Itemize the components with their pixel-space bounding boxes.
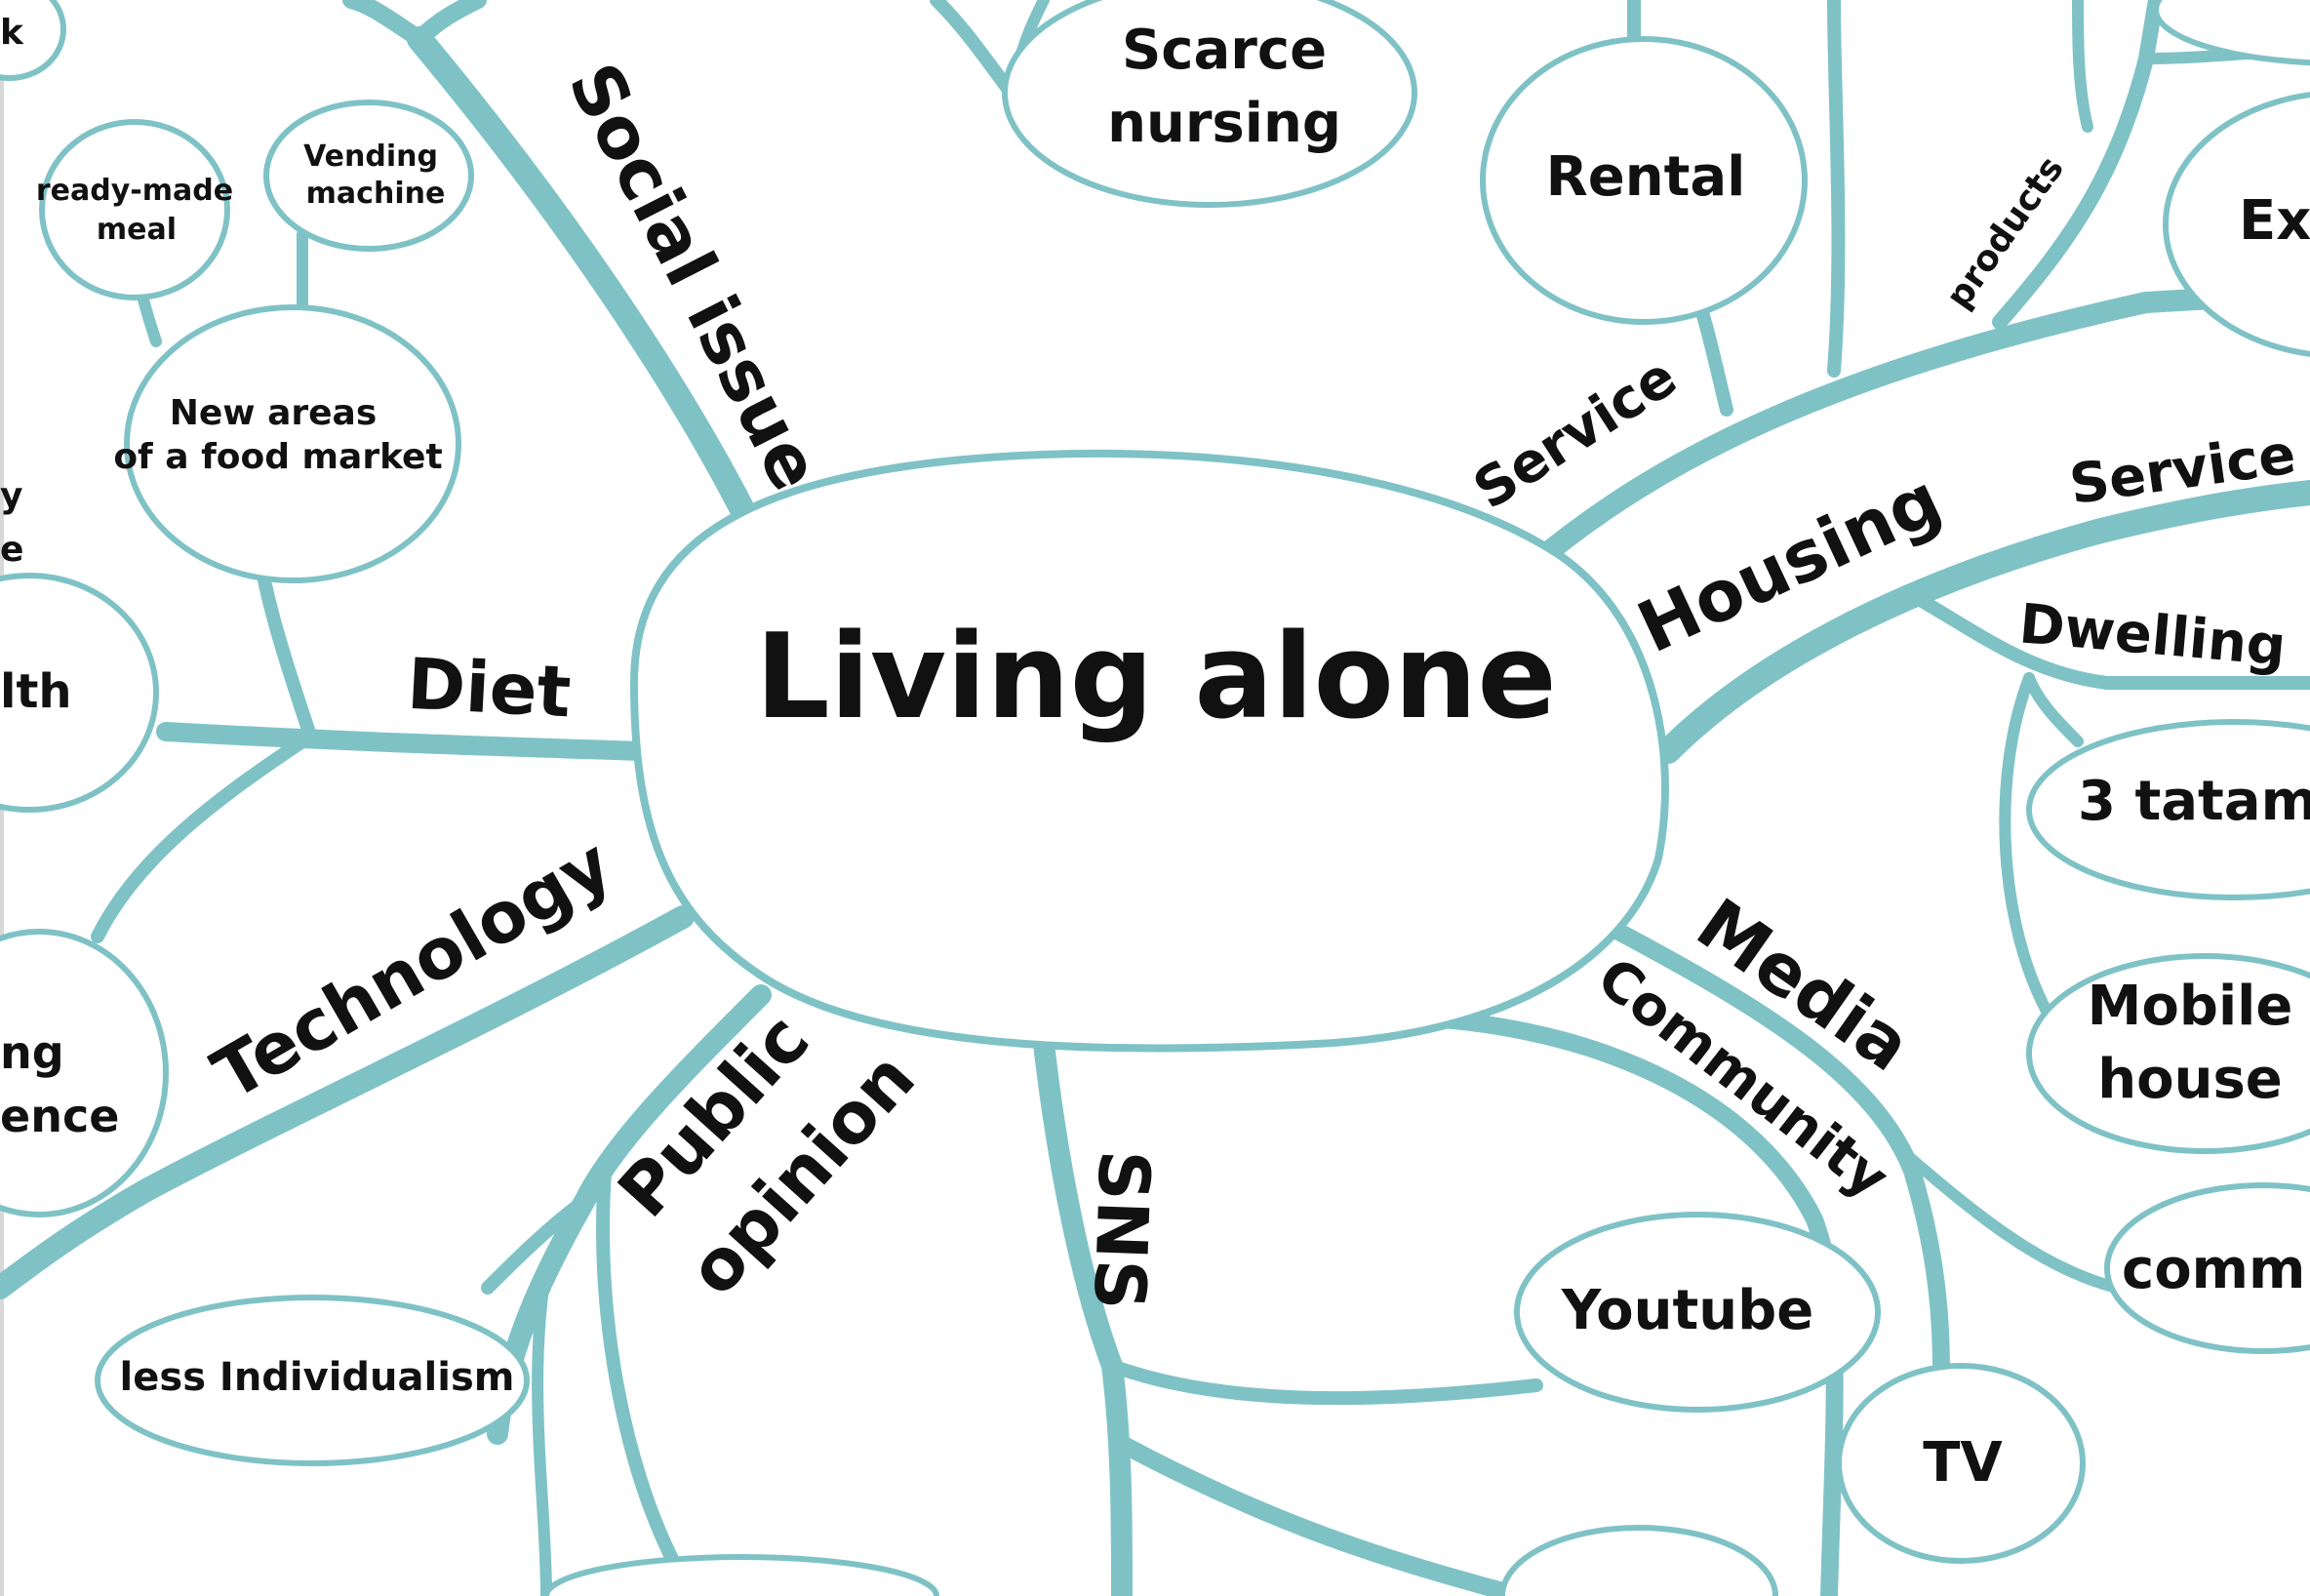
bubble-bottom-right-partial — [1499, 1525, 1778, 1596]
bubble-youtube — [1514, 1212, 1881, 1413]
branch-public-lower-b — [532, 1262, 552, 1596]
branch-technology — [0, 905, 695, 1299]
bubble-label-science-2: ence — [0, 1090, 119, 1142]
bubble-label-vending-machine-1: Vending — [303, 140, 438, 174]
branch-products-fork — [2072, 0, 2093, 133]
branch-sns-lower — [1113, 1435, 1531, 1596]
branch-mid-stem — [1827, 0, 1846, 378]
bubble-label-3-tatami: 3 tatami — [2078, 770, 2310, 833]
branch-housing — [1655, 480, 2310, 764]
bubble-label-health: lth — [0, 664, 72, 719]
branch-label-service-top: Service — [1463, 345, 1689, 522]
branch-label-sns: SNS — [1078, 1148, 1166, 1311]
bubble-rental — [1480, 36, 1808, 325]
bubble-3-tatami — [2026, 719, 2310, 900]
branch-sns — [1033, 1033, 1133, 1596]
bubble-mobile-house — [2026, 953, 2310, 1154]
bubble-less-individualism — [95, 1295, 530, 1466]
branch-dwelling-mobile — [1999, 672, 2054, 1020]
bubble-label-science-1: ng — [0, 1026, 64, 1079]
branch-label-products: products — [1938, 149, 2072, 316]
bubble-commic — [2104, 1182, 2310, 1354]
branch-diet — [156, 722, 654, 761]
bubble-label-less-individualism: less Individualism — [120, 1355, 515, 1400]
branch-public-lower-a — [596, 1164, 680, 1568]
branch-social-issue-fork-b — [411, 0, 487, 48]
bubble-label-ready-made-meal-1: ready-made — [36, 174, 233, 208]
bubble-scarce-nursing — [1002, 0, 1417, 208]
bubble-label-left-partial-y-2: e — [0, 530, 23, 570]
bubble-label-food-market-2: of a food market — [113, 437, 442, 477]
branch-social-issue-fork-a — [342, 0, 428, 48]
bubble-label-food-market-1: New areas — [170, 393, 378, 433]
bubble-label-exp: Exp — [2239, 189, 2310, 253]
branch-dwelling — [1905, 588, 2310, 690]
branch-sns-youtube — [1105, 1359, 1543, 1406]
bubble-label-vending-machine-2: machine — [306, 177, 446, 211]
bubble-top-right-partial — [2153, 0, 2310, 66]
branch-media-commic — [1896, 1145, 2123, 1294]
branch-community — [1435, 1011, 1844, 1596]
branch-label-housing: Housing — [1626, 458, 1954, 668]
branch-service-top — [1521, 282, 2310, 577]
bubble-tv — [1836, 1363, 2086, 1564]
bubble-label-ready-made-meal-2: meal — [97, 213, 177, 247]
branch-public-individualism — [481, 1193, 592, 1295]
branch-dwelling-tatami — [2023, 672, 2084, 747]
bubble-label-mobile-house-2: house — [2097, 1048, 2283, 1111]
bubble-food-market — [124, 304, 461, 583]
bubble-top-left-partial — [0, 0, 66, 81]
center-label: Living alone — [755, 610, 1556, 745]
branch-social-issue — [407, 26, 764, 539]
bubble-exp — [2163, 92, 2310, 357]
branch-media — [1601, 918, 1950, 1394]
bubble-label-scarce-nursing-1: Scarce — [1122, 19, 1327, 82]
bubble-ready-made-meal — [39, 119, 230, 300]
branch-diet-lower — [91, 735, 309, 943]
bubble-label-mobile-house-1: Mobile — [2088, 975, 2293, 1038]
center-bubble — [629, 449, 1669, 1053]
bubble-label-scarce-nursing-2: nursing — [1107, 92, 1341, 155]
bubble-label-tv: TV — [1923, 1431, 2003, 1495]
bubble-health — [0, 573, 159, 813]
branch-diet-market — [257, 569, 319, 748]
bubble-label-rental: Rental — [1546, 145, 1746, 209]
bubble-vending-machine — [263, 100, 474, 252]
bubble-science — [0, 929, 169, 1217]
bubble-label-youtube: Youtube — [1561, 1279, 1813, 1342]
bubble-label-left-partial-k: k — [0, 13, 24, 53]
branch-label-diet: Diet — [405, 643, 573, 734]
bubble-bottom-center-partial — [543, 1554, 939, 1596]
branch-products — [1992, 0, 2164, 330]
bubble-label-commic: commic — [2122, 1238, 2310, 1301]
bubble-label-left-partial-y-1: y — [0, 476, 22, 516]
